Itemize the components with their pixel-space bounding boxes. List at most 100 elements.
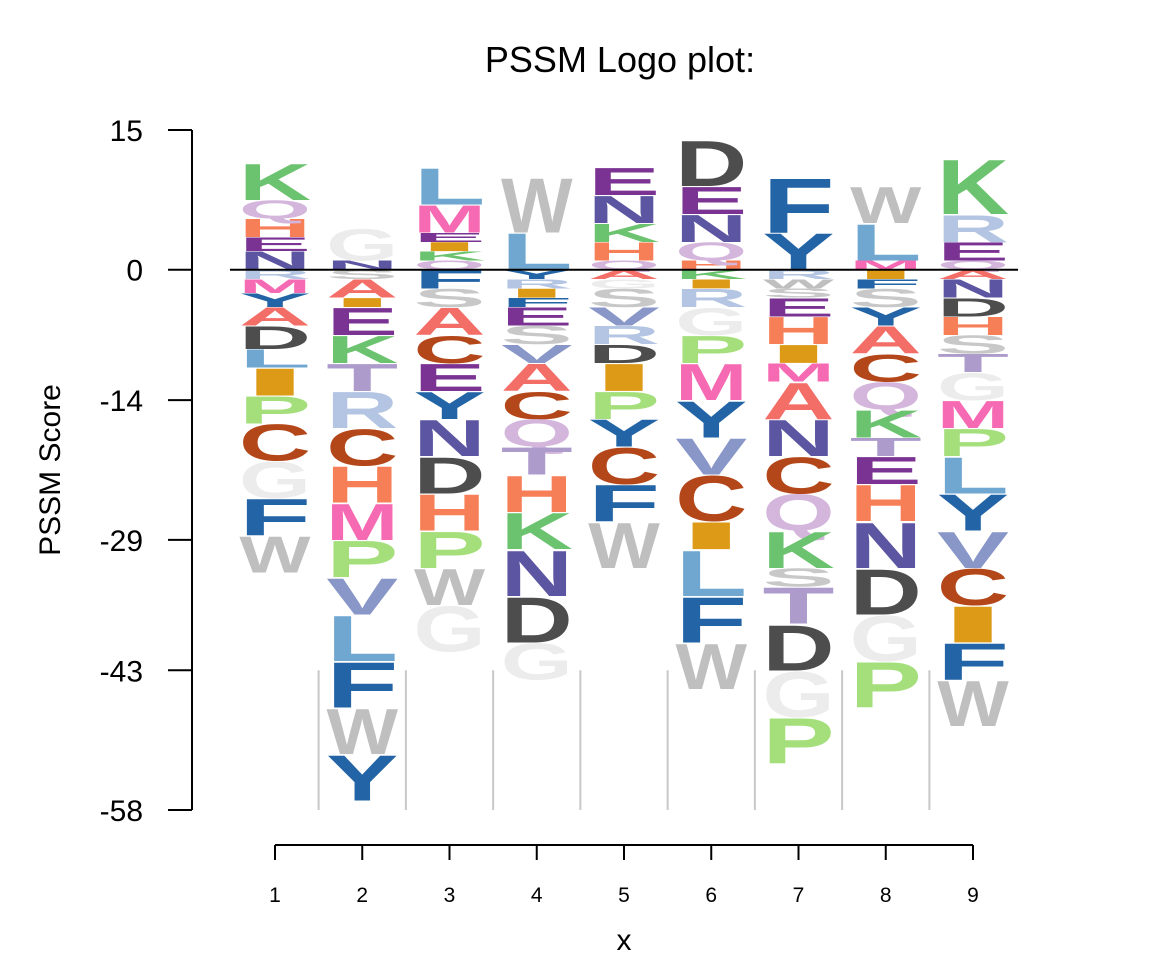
logo-letter-H: H: [762, 310, 834, 353]
logo-letter-C: C: [850, 347, 922, 390]
logo-letter-T: T: [501, 440, 573, 483]
logo-letter-M: M: [937, 393, 1009, 436]
logo-letter-S: S: [413, 284, 485, 313]
logo-letter-W: W: [414, 558, 485, 616]
logo-letter-C: C: [501, 384, 573, 427]
logo-letter-M: M: [675, 354, 747, 411]
logo-letter-A: A: [326, 275, 398, 304]
logo-letter-S: S: [501, 321, 573, 350]
logo-letter-I: I: [239, 360, 311, 403]
logo-letter-S: S: [850, 284, 922, 313]
logo-letter-D: D: [850, 556, 922, 628]
logo-letter-R: R: [675, 284, 747, 313]
logo-letter-Q: Q: [763, 484, 835, 542]
logo-letter-M: M: [762, 358, 834, 387]
logo-letter-E: E: [326, 300, 398, 343]
y-tick-label: 0: [126, 255, 143, 288]
logo-letter-Y: Y: [763, 223, 835, 281]
x-axis-label: x: [617, 924, 632, 957]
logo-letter-F: F: [501, 295, 573, 310]
logo-letter-N: N: [937, 275, 1009, 304]
logo-letter-I: I: [501, 286, 573, 300]
logo-letter-R: R: [239, 268, 311, 282]
logo-letter-E: E: [413, 356, 485, 399]
logo-letter-K: K: [675, 268, 747, 282]
logo-letter-L: L: [850, 214, 922, 271]
logo-letter-W: W: [326, 695, 398, 768]
logo-letter-Q: Q: [239, 195, 311, 224]
x-tick-label: 7: [793, 884, 805, 907]
logo-letter-D: D: [239, 320, 311, 356]
logo-letter-A: A: [763, 372, 835, 430]
logo-letter-T: T: [850, 433, 922, 462]
logo-letter-S: S: [762, 563, 834, 592]
logo-letter-W: W: [675, 630, 747, 703]
y-axis-label: PSSM Score: [34, 384, 67, 556]
logo-letter-C: C: [937, 558, 1009, 616]
x-tick-label: 4: [531, 884, 543, 907]
logo-letter-L: L: [326, 603, 398, 675]
logo-letter-T: T: [326, 356, 398, 399]
logo-letter-Y: Y: [588, 412, 660, 455]
logo-letter-R: R: [588, 321, 660, 350]
logo-letter-W: W: [850, 176, 921, 234]
logo-letter-G: G: [763, 659, 835, 731]
logo-letter-I: I: [326, 295, 398, 309]
logo-letter-Y: Y: [675, 390, 747, 448]
logo-letter-D: D: [414, 446, 486, 504]
logo-letter-E: E: [501, 302, 573, 331]
logo-letter-Y: Y: [326, 742, 398, 815]
logo-letter-N: N: [414, 409, 486, 467]
logo-letter-P: P: [675, 328, 747, 371]
y-tick-label: -58: [100, 795, 143, 828]
logo-letter-G: G: [414, 593, 486, 665]
logo-letter-G: G: [850, 603, 922, 675]
logo-letter-F: F: [762, 163, 834, 249]
logo-letter-C: C: [675, 463, 747, 535]
logo-letter-A: A: [239, 303, 311, 332]
logo-letter-E: E: [937, 237, 1009, 266]
logo-letter-Y: Y: [850, 302, 922, 331]
logo-letter-P: P: [239, 389, 311, 432]
logo-letter-G: G: [588, 277, 660, 291]
logo-letter-L: L: [675, 538, 747, 610]
x-tick-label: 6: [705, 884, 717, 907]
logo-letter-W: W: [239, 525, 310, 583]
logo-letter-V: V: [501, 339, 573, 368]
logo-letter-M: M: [239, 276, 311, 298]
logo-letter-D: D: [763, 612, 835, 684]
logo-letter-N: N: [501, 537, 573, 609]
chart-title: PSSM Logo plot:: [485, 39, 755, 80]
logo-letter-F: F: [588, 475, 660, 532]
logo-letter-H: H: [850, 474, 922, 532]
logo-letter-A: A: [937, 268, 1009, 282]
logo-letter-W: W: [763, 277, 835, 291]
logo-letter-R: R: [501, 277, 573, 291]
logo-letter-E: E: [675, 179, 747, 222]
logo-letter-W: W: [501, 164, 573, 250]
logo-letter-H: H: [239, 214, 311, 243]
logo-letter-K: K: [763, 521, 835, 579]
logo-letter-V: V: [675, 428, 747, 486]
logo-letter-Q: Q: [850, 375, 922, 418]
logo-letter-P: P: [414, 521, 486, 579]
logo-letter-C: C: [239, 414, 311, 472]
y-tick-label: -14: [100, 385, 143, 418]
logo-letter-K: K: [850, 402, 922, 445]
logo-letter-N: N: [588, 189, 660, 232]
logo-letter-R: R: [763, 268, 835, 282]
logo-letter-N: N: [763, 409, 835, 467]
logo-letter-K: K: [326, 328, 398, 371]
logo-letter-G: G: [937, 366, 1009, 409]
logo-letter-G: G: [675, 300, 747, 343]
logo-letter-E: E: [588, 161, 660, 204]
logo-letter-C: C: [326, 418, 398, 476]
logo-letter-K: K: [501, 502, 573, 560]
logo-letter-W: W: [937, 667, 1009, 740]
logo-letter-H: H: [326, 456, 398, 514]
logo-letter-L: L: [414, 158, 486, 215]
logo-letter-Y: Y: [937, 483, 1009, 541]
logo-letter-E: E: [850, 450, 922, 493]
x-tick-label: 8: [880, 884, 892, 907]
logo-letter-A: A: [850, 319, 922, 362]
